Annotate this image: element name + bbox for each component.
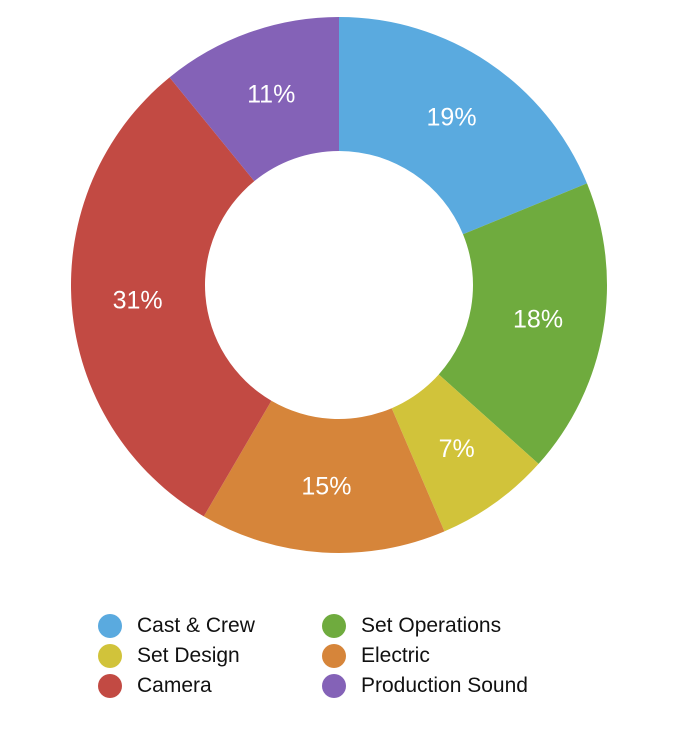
- legend-item-cast-crew: Cast & Crew: [98, 612, 322, 639]
- slice-set-operations: [438, 183, 607, 464]
- slice-cast-crew: [339, 17, 587, 235]
- legend-swatch: [98, 673, 122, 698]
- legend-label: Production Sound: [361, 673, 528, 697]
- slice-label-set-operations: 18%: [513, 305, 563, 333]
- legend-label: Electric: [361, 643, 430, 667]
- slice-label-production-sound: 11%: [247, 81, 295, 109]
- legend-label: Set Design: [137, 643, 240, 667]
- slice-label-set-design: 7%: [439, 435, 475, 463]
- legend-swatch: [322, 673, 346, 698]
- slice-labels: 19% 18% 7% 15% 31% 11%: [113, 81, 563, 501]
- legend-item-set-operations: Set Operations: [322, 612, 582, 639]
- legend-item-production-sound: Production Sound: [322, 672, 582, 699]
- legend-swatch: [98, 643, 122, 668]
- donut-chart: 19% 18% 7% 15% 31% 11%: [70, 17, 607, 553]
- slice-label-camera: 31%: [113, 287, 163, 315]
- legend-item-camera: Camera: [98, 672, 322, 699]
- legend-swatch: [322, 643, 346, 668]
- slice-set-design: [391, 374, 539, 532]
- slice-label-cast-crew: 19%: [427, 103, 477, 131]
- legend-label: Camera: [137, 673, 212, 697]
- slice-electric: [203, 400, 445, 553]
- slice-camera: [70, 77, 272, 517]
- legend-swatch: [322, 613, 346, 638]
- slice-production-sound: [169, 17, 339, 182]
- legend-label: Cast & Crew: [137, 613, 255, 637]
- legend-label: Set Operations: [361, 613, 502, 637]
- legend-item-set-design: Set Design: [98, 642, 322, 669]
- slice-label-electric: 15%: [301, 473, 351, 501]
- legend-item-electric: Electric: [322, 642, 582, 669]
- donut-slices: [70, 17, 607, 553]
- chart-legend: Cast & Crew Set Operations Set Design Elect…: [98, 612, 582, 699]
- legend-swatch: [98, 613, 122, 638]
